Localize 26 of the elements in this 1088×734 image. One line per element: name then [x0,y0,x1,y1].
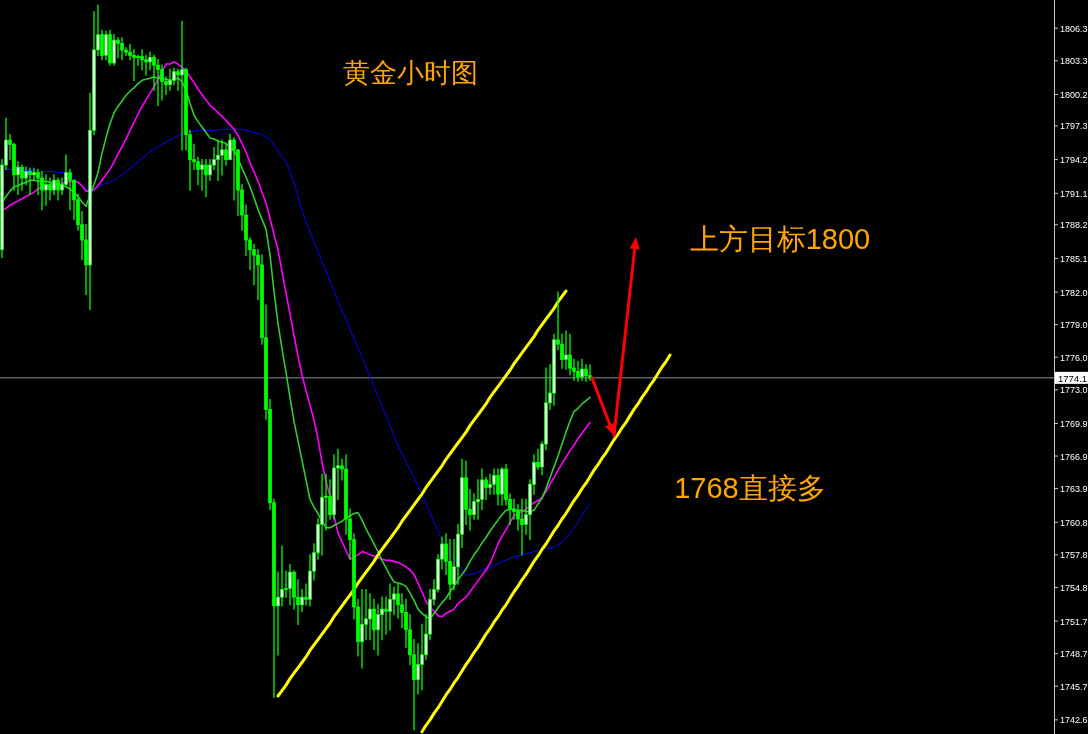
y-tick-label: 1782.0 [1060,287,1088,298]
y-tick-label: 1803.3 [1060,56,1088,67]
y-tick-label: 1751.7 [1060,616,1088,627]
y-tick-label: 1800.2 [1060,89,1088,100]
y-tick-label: 1763.9 [1060,484,1088,495]
y-tick-label: 1806.3 [1060,23,1088,34]
y-tick-label: 1757.8 [1060,550,1088,561]
y-tick-label: 1785.1 [1060,253,1088,264]
y-tick-label: 1745.7 [1060,681,1088,692]
y-tick-label: 1769.9 [1060,418,1088,429]
annotation: 上方目标1800 [689,223,871,255]
ref-line-label: 1774.1 [1058,372,1088,384]
y-tick-label: 1773.0 [1060,385,1088,396]
y-tick-label: 1760.8 [1060,517,1088,528]
y-tick-label: 1788.2 [1060,220,1088,231]
y-tick-label: 1766.9 [1060,451,1088,462]
y-tick-label: 1779.0 [1060,320,1088,331]
y-tick-label: 1797.3 [1060,121,1088,132]
y-tick-label: 1776.0 [1060,352,1088,363]
y-tick-label: 1791.1 [1060,188,1088,199]
annotation: 1768直接多 [674,472,826,504]
title: 黄金小时图 [342,58,478,88]
y-tick-label: 1742.6 [1060,715,1088,726]
y-tick-label: 1794.2 [1060,155,1088,166]
y-tick-label: 1754.8 [1060,582,1088,593]
y-tick-label: 1748.7 [1060,649,1088,660]
